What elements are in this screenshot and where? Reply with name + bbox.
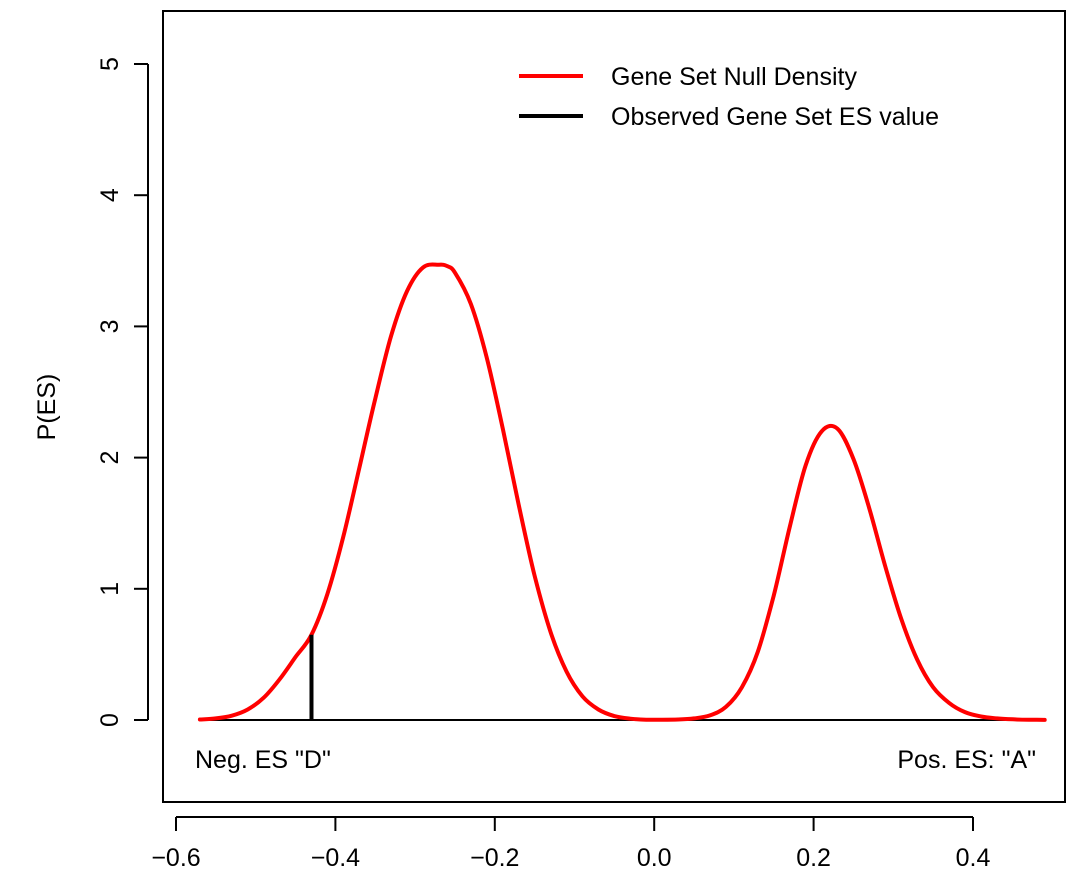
y-tick-label: 2: [96, 451, 124, 465]
y-tick-label: 4: [96, 188, 124, 202]
legend-label-null-density: Gene Set Null Density: [611, 63, 857, 91]
legend: Gene Set Null Density Observed Gene Set …: [519, 63, 939, 131]
plot-frame: [162, 10, 1066, 803]
x-axis: −0.6 −0.4 −0.2 0.0 0.2 0.4: [151, 816, 991, 872]
series-line-gene-set-null-density: [197, 262, 1047, 722]
x-tick-label: 0.4: [956, 844, 991, 872]
x-tick-label: 0.2: [796, 844, 831, 872]
y-tick-label: 0: [96, 713, 124, 727]
annotation-pos-es: Pos. ES: "A": [897, 746, 1036, 774]
x-tick-label: 0.0: [637, 844, 672, 872]
x-tick-label: −0.6: [151, 844, 200, 872]
legend-label-observed: Observed Gene Set ES value: [611, 103, 939, 131]
y-tick-label: 3: [96, 319, 124, 333]
y-axis-title: P(ES): [33, 374, 61, 441]
y-tick-label: 5: [96, 57, 124, 71]
x-tick-label: −0.2: [470, 844, 519, 872]
y-axis: 0 1 2 3 4 5: [96, 57, 149, 727]
y-tick-label: 1: [96, 582, 124, 596]
x-tick-label: −0.4: [311, 844, 360, 872]
annotation-neg-es: Neg. ES "D": [195, 746, 331, 774]
